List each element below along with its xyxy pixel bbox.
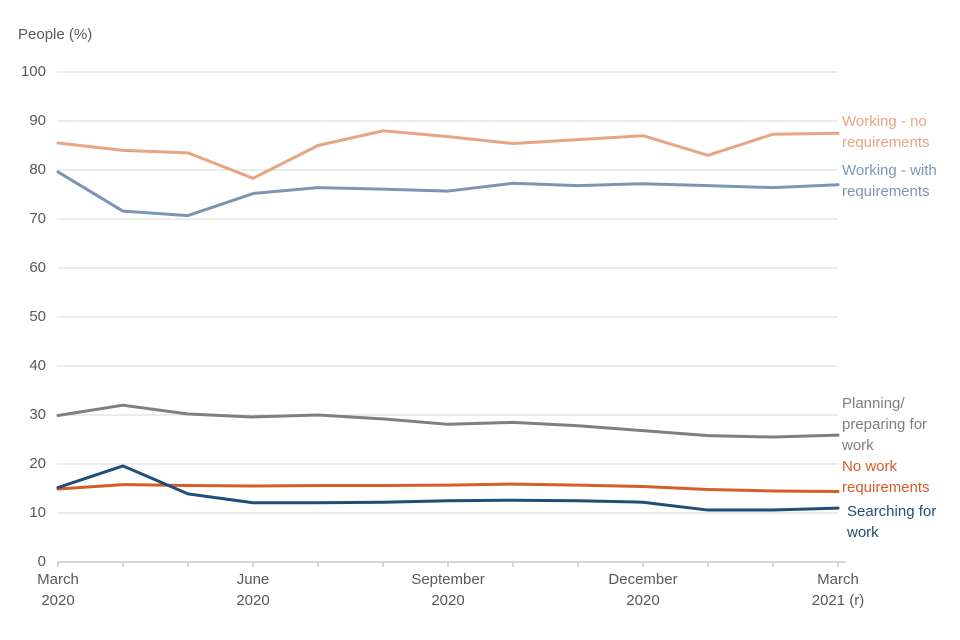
- series-line-working-no-requirements: [56, 129, 840, 180]
- x-axis-tick-label-december-2020: December 2020: [608, 571, 678, 609]
- y-axis-tick-label-0: 0: [37, 553, 46, 570]
- y-axis-tick-label-80: 80: [29, 161, 46, 178]
- series-line-planning-preparing-for-work: [56, 403, 840, 439]
- y-axis-tick-label-70: 70: [29, 210, 46, 227]
- x-axis-tick-label-march-2020: March 2020: [37, 571, 79, 609]
- series-label-planning-preparing-for-work: Planning/ preparing for work: [842, 395, 928, 454]
- y-axis-tick-label-90: 90: [29, 112, 46, 129]
- series-label-no-work-requirements: No work requirements: [842, 458, 930, 496]
- series-line-searching-for-work: [56, 464, 840, 512]
- series-label-working-with-requirements: Working - with requirements: [842, 162, 937, 200]
- x-axis-tick-label-march-2021r: March 2021 (r): [811, 571, 865, 609]
- y-axis-title: People (%): [18, 26, 93, 43]
- y-axis-tick-label-10: 10: [29, 504, 46, 521]
- x-axis-tick-label-september-2020: September 2020: [411, 571, 485, 609]
- y-axis-tick-label-60: 60: [29, 259, 46, 276]
- y-axis-tick-label-50: 50: [29, 308, 46, 325]
- y-axis-tick-label-100: 100: [20, 63, 46, 80]
- series-label-working-no-requirements: Working - no requirements: [842, 113, 930, 151]
- x-axis-tick-label-june-2020: June 2020: [236, 571, 270, 609]
- y-axis-tick-label-30: 30: [29, 406, 46, 423]
- series-line-working-with-requirements: [56, 170, 840, 218]
- series-line-no-work-requirements: [56, 482, 840, 493]
- y-axis-tick-label-40: 40: [29, 357, 46, 374]
- y-axis-tick-label-20: 20: [29, 455, 46, 472]
- series-label-searching-for-work: Searching for work: [847, 503, 937, 541]
